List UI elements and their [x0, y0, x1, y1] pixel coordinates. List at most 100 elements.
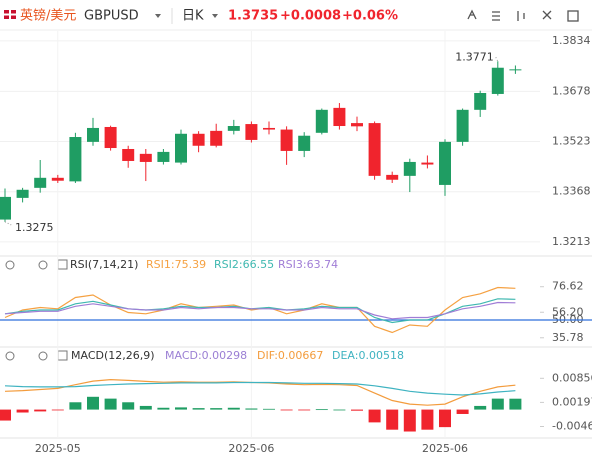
change: +0.0008 — [280, 9, 341, 24]
rsi-line — [4, 301, 516, 320]
macd-bar — [104, 398, 117, 410]
legend-entry: DIF:0.00667 — [257, 349, 323, 362]
icon[interactable] — [5, 351, 15, 361]
macd-line — [4, 381, 516, 396]
macd-bar — [245, 408, 258, 410]
candle-body — [315, 109, 328, 133]
macd-bar — [175, 407, 187, 410]
y-tick-label: 35.78 — [552, 331, 584, 344]
candle-body — [227, 126, 240, 131]
legend-entry: DEA:0.00518 — [332, 349, 404, 362]
macd-bar — [51, 409, 64, 411]
candle-body — [175, 133, 187, 163]
macd-bar — [474, 405, 487, 410]
macd-bar — [315, 409, 328, 411]
max-label: 1.3771 — [455, 50, 494, 63]
candle-body — [16, 189, 29, 198]
macd-bar — [491, 398, 504, 410]
candle-body — [34, 177, 47, 188]
y-tick-label: 1.3678 — [552, 84, 591, 97]
candle-body — [245, 124, 258, 140]
price: 1.3735 — [228, 9, 278, 24]
macd-bar — [456, 409, 469, 414]
macd-bar — [34, 409, 47, 412]
candle-body — [439, 141, 451, 185]
dropdown-caret[interactable] — [212, 14, 218, 18]
legend-entry: MACD:0.00298 — [165, 349, 247, 362]
max-pointer — [495, 57, 499, 62]
legend-entry: RSI2:66.55 — [214, 258, 274, 271]
y-tick-label: 0.00197 — [552, 395, 592, 408]
tool-icon[interactable] — [517, 11, 525, 21]
candle-body — [474, 92, 487, 110]
macd-bar — [87, 396, 99, 410]
macd-bar — [210, 408, 223, 410]
symbol[interactable]: GBPUSD — [84, 9, 139, 24]
flag-icon — [4, 10, 16, 19]
candle-body — [333, 107, 346, 127]
macd-bar — [227, 407, 240, 410]
x-tick-label: 2025-06 — [422, 442, 468, 455]
macd-bar — [263, 408, 275, 410]
macd-bar — [403, 409, 416, 432]
y-tick-label: 0.00856 — [552, 371, 592, 384]
candle-body — [509, 69, 522, 71]
tool-icon[interactable] — [567, 10, 579, 22]
macd-bar — [333, 409, 346, 411]
y-tick-label: -0.00463 — [552, 420, 592, 433]
candle-body — [69, 137, 82, 182]
macd-bar — [298, 409, 311, 411]
y-tick-label: 1.3523 — [552, 135, 591, 148]
candle-body — [157, 151, 170, 162]
macd-bar — [122, 402, 135, 410]
y-tick-label: 1.3834 — [552, 34, 591, 47]
panel-title: MACD(12,26,9) — [71, 349, 155, 362]
candle-body — [192, 133, 205, 146]
legend-entry: RSI1:75.39 — [146, 258, 206, 271]
macd-bar — [139, 405, 152, 410]
macd-bar — [509, 398, 522, 410]
candle-body — [403, 161, 416, 176]
macd-bar — [157, 407, 170, 410]
change-percent: +0.06% — [342, 9, 398, 24]
x-tick-label: 2025-05 — [35, 442, 81, 455]
tool-icon[interactable] — [467, 9, 477, 20]
icon[interactable] — [38, 260, 48, 270]
macd-bar — [280, 409, 293, 411]
candle-body — [0, 196, 11, 220]
candle-body — [122, 148, 135, 161]
icon[interactable] — [5, 260, 15, 270]
y-tick-label: 1.3213 — [552, 235, 591, 248]
macd-bar — [368, 409, 381, 423]
candle-body — [263, 127, 275, 130]
macd-bar — [421, 409, 434, 430]
macd-bar — [192, 408, 205, 410]
candle-body — [51, 177, 64, 181]
candle-body — [280, 129, 293, 151]
pair-name[interactable]: 英镑/美元 — [20, 8, 76, 24]
x-tick-label: 2025-06 — [228, 442, 274, 455]
macd-bar — [386, 409, 399, 430]
y-tick-label: 1.3368 — [552, 185, 591, 198]
candle-body — [386, 174, 399, 180]
macd-bar — [351, 409, 363, 411]
tool-icon[interactable] — [542, 10, 552, 20]
min-label: 1.3275 — [15, 221, 54, 234]
dropdown-caret[interactable] — [155, 14, 161, 18]
candle-body — [104, 126, 117, 149]
tool-icon[interactable] — [492, 11, 500, 21]
candle-body — [456, 109, 469, 142]
macd-bar — [69, 402, 82, 410]
macd-bar — [0, 409, 11, 421]
icon[interactable] — [38, 351, 48, 361]
candle-body — [87, 127, 99, 142]
macd-bar — [16, 409, 29, 413]
legend-entry: RSI3:63.74 — [278, 258, 338, 271]
candle-body — [298, 135, 311, 151]
y-tick-label: 76.62 — [552, 280, 584, 293]
panel-title: RSI(7,14,21) — [70, 258, 138, 271]
period[interactable]: 日K — [182, 9, 204, 24]
y-tick-label: 56.20 — [552, 305, 584, 318]
